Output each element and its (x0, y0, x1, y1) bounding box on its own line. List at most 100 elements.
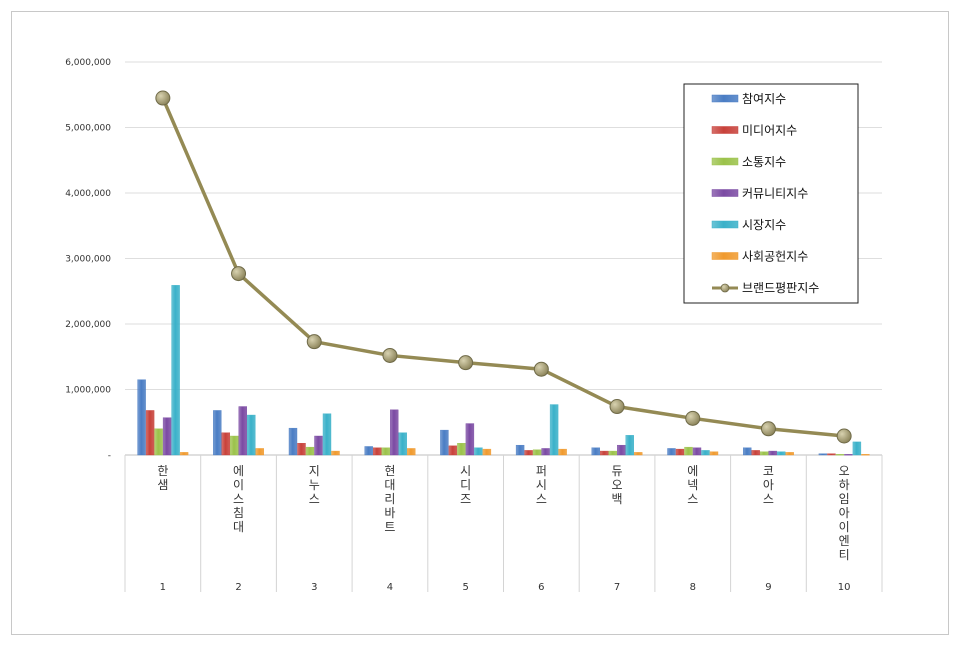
line-point (231, 266, 247, 282)
legend-swatch-marker (720, 283, 730, 293)
legend-swatch (711, 252, 739, 260)
line-point (533, 361, 549, 377)
category-number-label: 7 (614, 582, 620, 593)
bar (617, 444, 626, 456)
bar (154, 428, 163, 456)
bar (288, 427, 298, 456)
series-line (161, 97, 845, 438)
category-number-label: 3 (311, 582, 317, 593)
y-tick-label: 5,000,000 (65, 124, 111, 134)
bar (305, 446, 315, 456)
chart-svg: - 1,000,000 2,000,000 3,000,000 4,000,000 5,0… (65, 58, 883, 593)
line-point (685, 410, 701, 426)
bar (314, 435, 323, 456)
y-tick-label: 6,000,000 (65, 58, 111, 68)
bar (373, 447, 382, 456)
bar (448, 445, 458, 456)
category-number-label: 4 (387, 582, 393, 593)
bar (852, 441, 862, 456)
line-point (306, 334, 322, 350)
bar (532, 449, 542, 456)
bar (667, 448, 676, 456)
bar (230, 435, 239, 456)
bar (390, 409, 399, 456)
bar (398, 432, 407, 456)
legend-swatch (711, 157, 739, 166)
bar (171, 285, 180, 456)
line-point (836, 428, 852, 444)
legend-label: 미디어지수 (742, 124, 797, 138)
category-number-label: 10 (838, 582, 851, 593)
bar (179, 452, 189, 456)
legend-swatch (711, 220, 739, 229)
bar (818, 453, 828, 456)
legend-label: 커뮤니티지수 (742, 187, 808, 201)
category-number-label: 2 (235, 582, 241, 593)
bar (785, 452, 794, 456)
line-point (458, 355, 474, 371)
y-tick-label: 3,000,000 (65, 255, 111, 265)
legend-label: 소통지수 (742, 155, 786, 169)
bar (591, 447, 600, 456)
bar (474, 447, 483, 456)
y-tick-label: - (108, 451, 111, 461)
bar (835, 454, 845, 456)
bar (827, 453, 836, 456)
legend-swatch (711, 189, 739, 197)
bar (625, 435, 634, 456)
legend-swatch (711, 94, 739, 103)
bar (634, 452, 643, 456)
y-tick-label: 4,000,000 (65, 189, 111, 199)
category-number-label: 5 (462, 582, 468, 593)
bar (162, 417, 172, 456)
bar (331, 450, 340, 456)
bar (777, 451, 786, 456)
legend-label: 참여지수 (742, 92, 786, 106)
bar (844, 454, 853, 456)
bar (558, 448, 567, 456)
bar (760, 451, 769, 456)
bar (221, 432, 231, 456)
bar (541, 448, 550, 456)
bar (145, 410, 155, 456)
bar (247, 414, 256, 456)
category-number-label: 6 (538, 582, 544, 593)
line-point (155, 90, 171, 106)
bar (524, 450, 533, 456)
legend-swatch (711, 126, 739, 134)
legend-label: 시장지수 (742, 218, 786, 232)
bar (465, 423, 475, 456)
category-number-label: 8 (690, 582, 696, 593)
category-number-label: 9 (765, 582, 771, 593)
bar (701, 450, 710, 456)
category-number-label: 1 (160, 582, 166, 593)
bar (407, 448, 416, 456)
bar (322, 413, 332, 456)
bar (137, 379, 146, 456)
bar (549, 404, 559, 456)
bar (364, 446, 373, 456)
bar (213, 410, 222, 456)
y-tick-label: 1,000,000 (65, 386, 111, 396)
bar (743, 447, 752, 456)
bar (457, 443, 466, 456)
bar (255, 448, 265, 456)
legend-label: 브랜드평판지수 (742, 281, 819, 295)
legend-label: 사회공헌지수 (742, 250, 808, 264)
bar (440, 429, 449, 456)
bar (692, 447, 702, 456)
chart-frame: - 1,000,000 2,000,000 3,000,000 4,000,000 5,0… (11, 11, 949, 635)
bar (482, 448, 492, 456)
bar (381, 447, 390, 456)
bar (751, 450, 760, 456)
bar (238, 406, 248, 456)
